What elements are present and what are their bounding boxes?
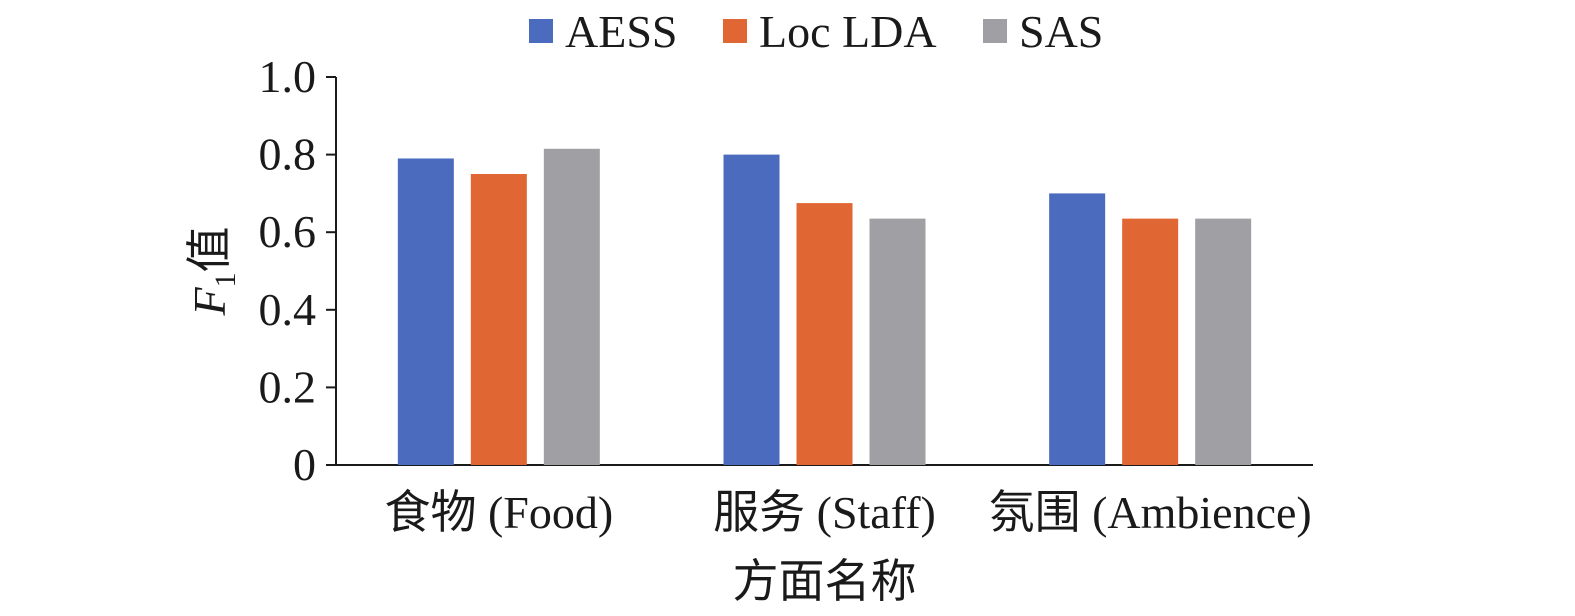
legend-label: SAS xyxy=(1019,6,1103,57)
bar-sas-0 xyxy=(543,148,600,465)
x-category-labels: 食物 (Food) 服务 (Staff) 氛围 (Ambience) xyxy=(384,487,1311,538)
bar-loc-lda-2 xyxy=(1122,218,1179,465)
y-tick-label: 1.0 xyxy=(259,51,317,102)
x-category-label: 氛围 (Ambience) xyxy=(989,487,1312,538)
y-tick-label: 0.4 xyxy=(259,284,317,335)
y-axis-title-subscript: 1 xyxy=(209,272,242,287)
y-ticks: 0 0.2 0.4 0.6 0.8 1.0 xyxy=(259,51,336,490)
y-tick-label: 0 xyxy=(293,439,316,490)
legend-label: Loc LDA xyxy=(759,6,937,57)
legend-label: AESS xyxy=(565,6,677,57)
bar-aess-2 xyxy=(1049,193,1106,465)
bar-aess-0 xyxy=(397,158,454,466)
legend-swatch-aess xyxy=(529,19,553,43)
x-axis-title: 方面名称 xyxy=(733,556,917,607)
y-axis-title-suffix: 值 xyxy=(184,226,235,272)
legend-swatch-loc-lda xyxy=(723,19,747,43)
legend: AESS Loc LDA SAS xyxy=(529,6,1103,57)
y-axis-title-main: F xyxy=(184,287,235,317)
bar-sas-2 xyxy=(1195,218,1252,465)
bar-aess-1 xyxy=(723,154,780,465)
x-category-label: 食物 (Food) xyxy=(384,487,613,538)
y-axis-title: F1值 xyxy=(184,226,242,316)
y-tick-label: 0.8 xyxy=(259,129,317,180)
x-category-label: 服务 (Staff) xyxy=(713,487,936,538)
bar-loc-lda-1 xyxy=(796,203,853,465)
bars xyxy=(397,148,1252,466)
legend-swatch-sas xyxy=(983,19,1007,43)
bar-loc-lda-0 xyxy=(470,174,527,465)
bar-sas-1 xyxy=(869,218,926,465)
y-tick-label: 0.2 xyxy=(259,361,317,412)
y-tick-label: 0.6 xyxy=(259,206,317,257)
